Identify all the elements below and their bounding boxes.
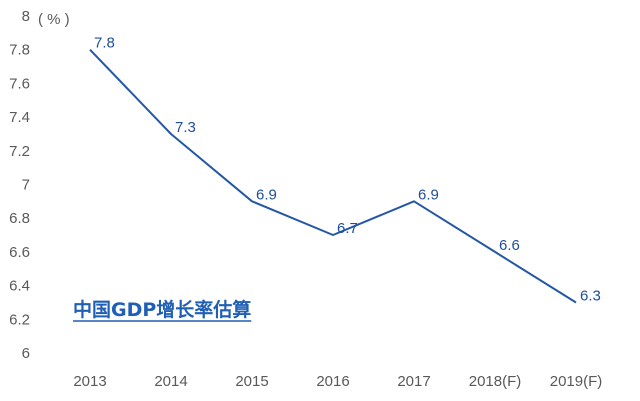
y-tick-label: 6.6 — [9, 244, 30, 261]
data-label: 6.3 — [580, 287, 601, 304]
x-tick-label: 2015 — [235, 373, 268, 390]
y-tick-label: 6 — [22, 345, 30, 362]
data-label: 6.6 — [499, 237, 520, 254]
data-label: 7.8 — [94, 35, 115, 52]
x-tick-label: 2017 — [397, 373, 430, 390]
data-labels: 7.8 7.3 6.9 6.7 6.9 6.6 6.3 — [94, 35, 601, 305]
y-tick-label: 7 — [22, 177, 30, 194]
y-tick-label: 6.2 — [9, 311, 30, 328]
chart-title-group: 中国GDP增长率估算 — [73, 298, 252, 322]
y-tick-label: 6.4 — [9, 278, 30, 295]
x-tick-label: 2013 — [73, 373, 106, 390]
y-tick-label: 7.6 — [9, 75, 30, 92]
chart-title: 中国GDP增长率估算 — [73, 298, 251, 321]
x-tick-label: 2019(F) — [550, 373, 603, 390]
y-tick-label: 7.4 — [9, 109, 30, 126]
y-axis-unit-label: ( % ) — [38, 11, 70, 28]
y-tick-label: 7.8 — [9, 42, 30, 59]
gdp-series-line — [89, 49, 577, 304]
data-label: 7.3 — [175, 119, 196, 136]
y-tick-label: 6.8 — [9, 210, 30, 227]
x-axis-ticks: 2013 2014 2015 2016 2017 2018(F) 2019(F) — [73, 373, 602, 390]
x-tick-label: 2014 — [154, 373, 187, 390]
data-label: 6.9 — [256, 186, 277, 203]
data-label: 6.9 — [418, 186, 439, 203]
y-tick-label: 8 — [22, 8, 30, 25]
y-tick-label: 7.2 — [9, 143, 30, 160]
x-tick-label: 2018(F) — [469, 373, 522, 390]
data-label: 6.7 — [337, 220, 358, 237]
y-axis-ticks: 6 6.2 6.4 6.6 6.8 7 7.2 7.4 7.6 7.8 8 — [9, 8, 30, 362]
x-tick-label: 2016 — [316, 373, 349, 390]
